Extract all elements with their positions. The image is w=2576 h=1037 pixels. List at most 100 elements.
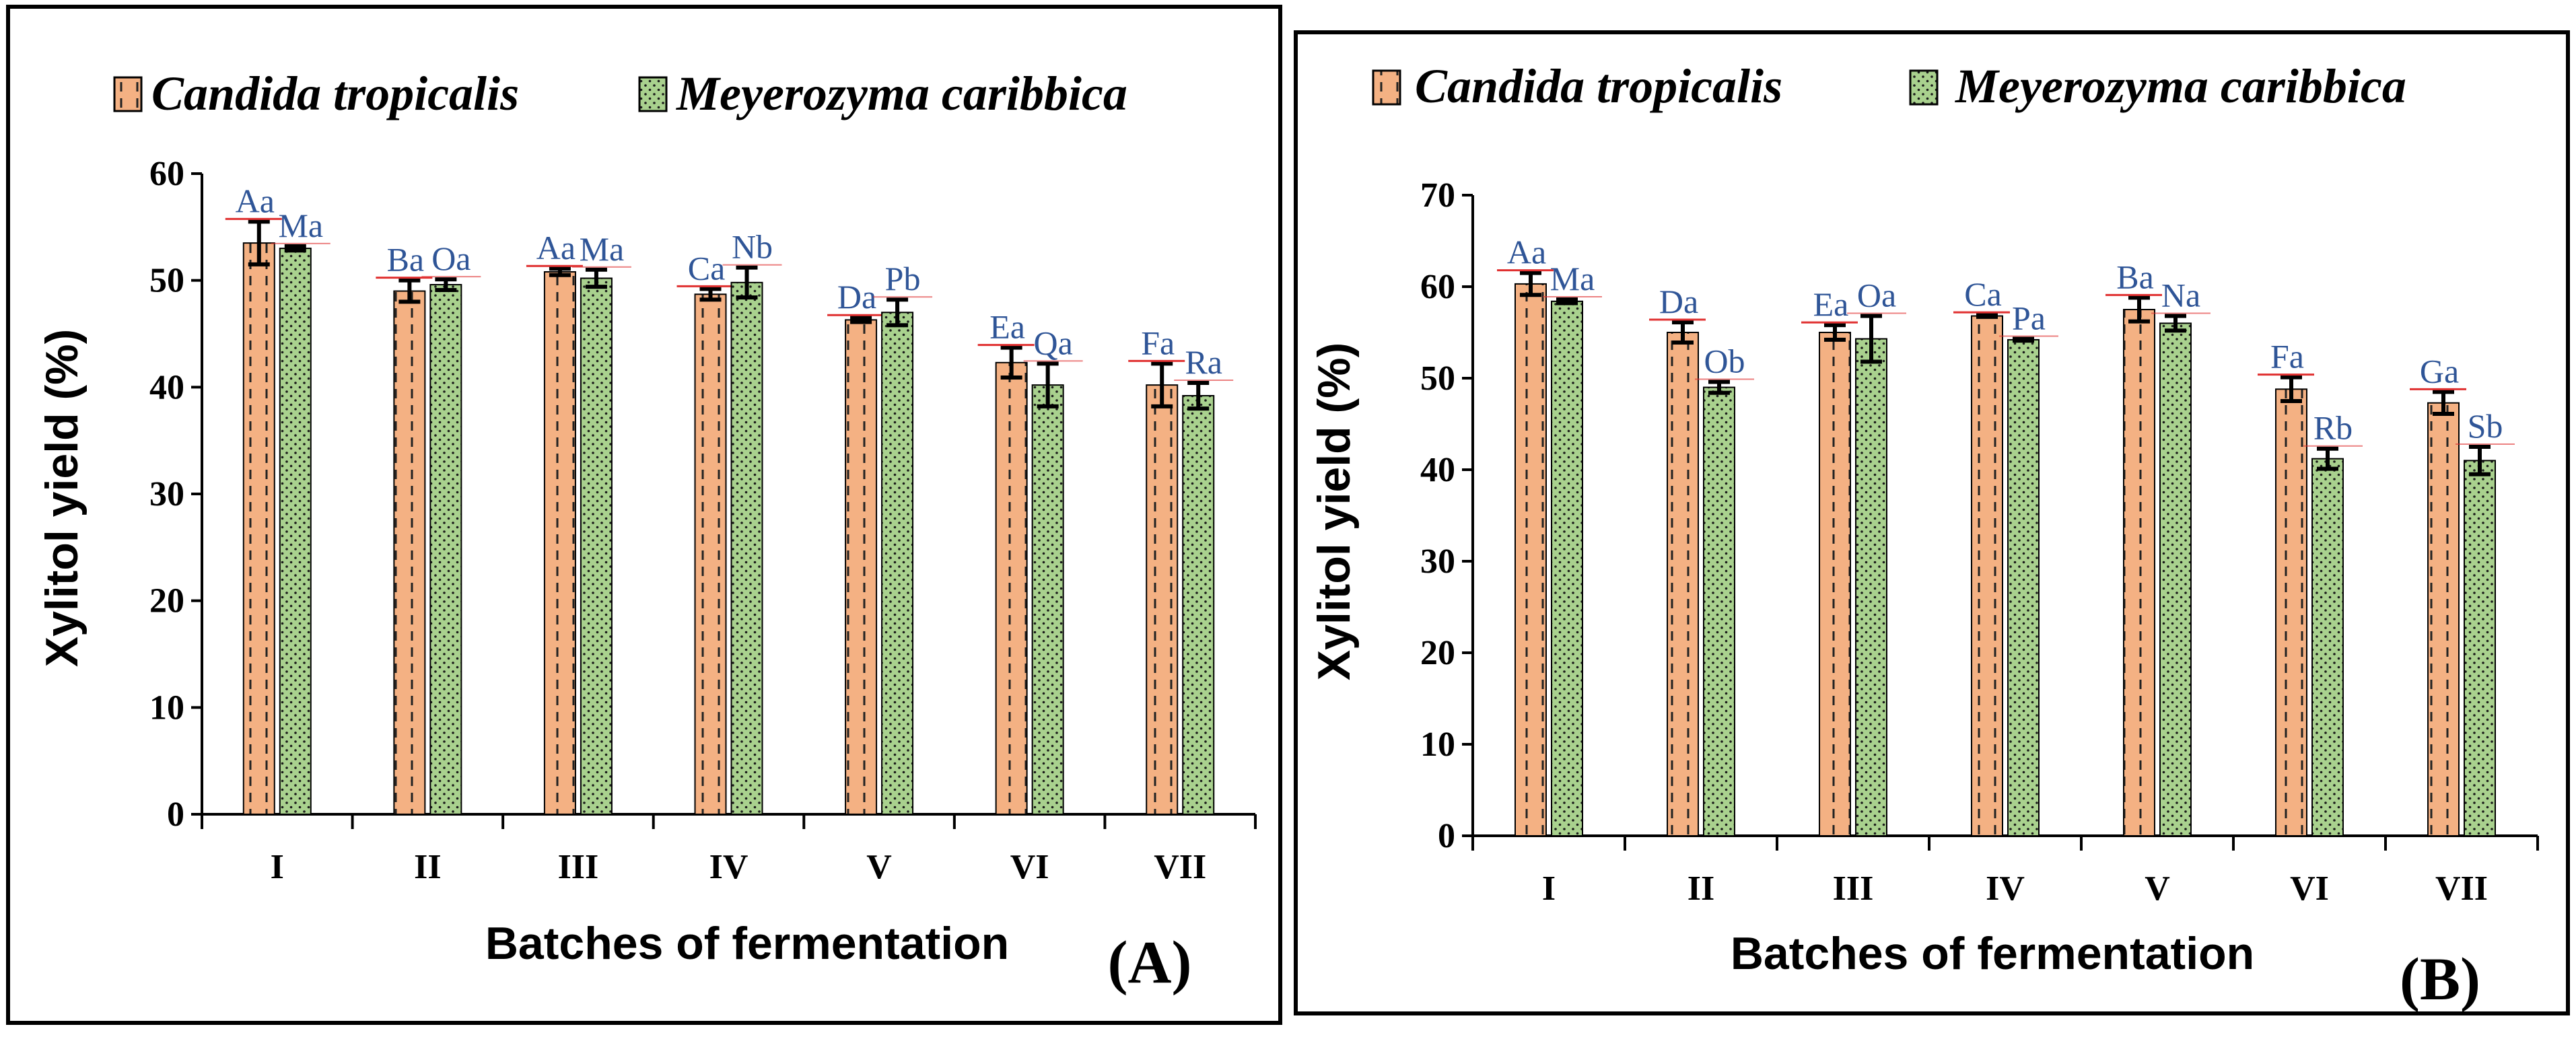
significance-label: Aa xyxy=(1507,234,1546,271)
bar-meyerozyma xyxy=(1031,384,1064,815)
significance-label: Ga xyxy=(2420,352,2459,390)
panel-label: (A) xyxy=(1108,929,1192,996)
chart-panel-a: Candida tropicalis Meyerozyma caribbica … xyxy=(6,5,1282,1025)
x-tick-label: IV xyxy=(709,848,749,886)
significance-label: Ca xyxy=(688,249,726,287)
legend-swatch-candida xyxy=(1372,69,1401,106)
x-tick-label: VII xyxy=(2435,869,2488,908)
y-tick-label: 20 xyxy=(149,582,184,620)
legend-swatch-meyerozyma xyxy=(638,76,668,112)
significance-label: Da xyxy=(1659,283,1698,320)
panel-label: (B) xyxy=(2400,946,2480,1013)
x-tick-label: II xyxy=(414,848,441,886)
bar-meyerozyma xyxy=(881,312,914,815)
x-tick-label: IV xyxy=(1986,869,2025,908)
x-tick-label: V xyxy=(2145,869,2170,908)
y-axis-label: Xylitol yield (%) xyxy=(1309,343,1360,681)
y-tick-label: 50 xyxy=(149,262,184,300)
y-tick-label: 40 xyxy=(149,368,184,406)
significance-label: Oa xyxy=(1857,277,1896,314)
significance-label: Pa xyxy=(2012,299,2046,337)
significance-label: Ra xyxy=(1185,343,1222,381)
legend-label-meyerozyma: Meyerozyma caribbica xyxy=(1955,59,2406,113)
y-tick-label: 30 xyxy=(149,475,184,513)
bar-candida xyxy=(1667,332,1699,836)
legend-label-candida: Candida tropicalis xyxy=(1415,59,1782,113)
significance-label: Na xyxy=(2161,277,2200,314)
y-tick-label: 0 xyxy=(1438,817,1455,855)
y-tick-label: 50 xyxy=(1420,359,1455,398)
bar-candida xyxy=(2427,402,2460,836)
legend: Candida tropicalis Meyerozyma caribbica xyxy=(113,67,1127,120)
significance-label: Aa xyxy=(236,182,275,219)
y-tick-label: 0 xyxy=(167,795,184,834)
significance-label: Nb xyxy=(732,228,773,266)
y-tick-label: 30 xyxy=(1420,542,1455,581)
significance-label: Rb xyxy=(2313,409,2353,447)
significance-label: Ba xyxy=(2116,258,2154,295)
bar-candida xyxy=(1819,332,1851,836)
x-tick-label: VI xyxy=(1010,848,1049,886)
y-tick-label: 10 xyxy=(1420,725,1455,764)
significance-label: Ma xyxy=(278,207,323,244)
x-axis-label: Batches of fermentation xyxy=(485,918,1009,969)
legend: Candida tropicalis Meyerozyma caribbica xyxy=(1372,59,2406,113)
bar-meyerozyma xyxy=(279,248,312,816)
significance-label: Aa xyxy=(536,229,576,266)
bar-meyerozyma xyxy=(2007,338,2040,836)
legend-label-candida: Candida tropicalis xyxy=(151,67,519,120)
bar-candida xyxy=(2275,388,2307,836)
significance-label: Da xyxy=(837,278,876,316)
x-tick-label: III xyxy=(1833,869,1874,908)
y-tick-label: 10 xyxy=(149,688,184,727)
bar-meyerozyma xyxy=(1855,338,1887,836)
x-tick-label: II xyxy=(1687,869,1714,908)
x-tick-label: III xyxy=(558,848,599,886)
x-tick-label: V xyxy=(866,848,892,886)
x-tick-label: VII xyxy=(1154,848,1206,886)
significance-label: Pb xyxy=(885,260,921,297)
significance-label: Oa xyxy=(431,240,471,277)
bar-meyerozyma xyxy=(1182,395,1215,815)
x-axis-label: Batches of fermentation xyxy=(1731,928,2254,979)
bar-candida xyxy=(393,290,426,815)
y-tick-label: 40 xyxy=(1420,451,1455,489)
bar-meyerozyma xyxy=(1703,386,1735,836)
bar-candida xyxy=(242,242,275,815)
x-tick-label: VI xyxy=(2290,869,2329,908)
y-axis-label: Xylitol yield (%) xyxy=(36,329,88,668)
panel-frame xyxy=(1294,30,2570,1015)
significance-label: Sb xyxy=(2468,407,2503,445)
bar-meyerozyma xyxy=(730,281,763,815)
significance-label: Ba xyxy=(387,241,425,279)
bar-candida xyxy=(694,293,727,815)
significance-label: Ea xyxy=(1813,285,1849,323)
bar-candida xyxy=(2123,309,2155,836)
significance-label: Ma xyxy=(580,230,625,268)
bar-candida xyxy=(1971,315,2003,836)
bar-meyerozyma xyxy=(429,284,462,816)
bar-meyerozyma xyxy=(1551,300,1583,836)
bar-candida xyxy=(845,319,878,815)
significance-label: Ea xyxy=(989,308,1025,346)
bar-meyerozyma xyxy=(2464,460,2496,836)
bar-meyerozyma xyxy=(2311,458,2344,836)
legend-swatch-candida xyxy=(113,76,143,112)
bar-meyerozyma xyxy=(580,277,613,815)
y-tick-label: 70 xyxy=(1420,176,1455,215)
x-tick-label: I xyxy=(271,848,284,886)
y-tick-label: 20 xyxy=(1420,634,1455,672)
y-tick-label: 60 xyxy=(1420,268,1455,306)
significance-label: Qa xyxy=(1033,324,1072,361)
chart-panel-b: Candida tropicalis Meyerozyma caribbica … xyxy=(1294,30,2570,1015)
significance-label: Ob xyxy=(1704,342,1745,380)
bar-candida xyxy=(1146,384,1179,815)
significance-label: Fa xyxy=(1141,324,1175,361)
y-tick-label: 60 xyxy=(149,155,184,193)
significance-label: Ma xyxy=(1550,260,1595,297)
significance-label: Ca xyxy=(1964,275,2002,313)
bar-candida xyxy=(543,271,576,815)
